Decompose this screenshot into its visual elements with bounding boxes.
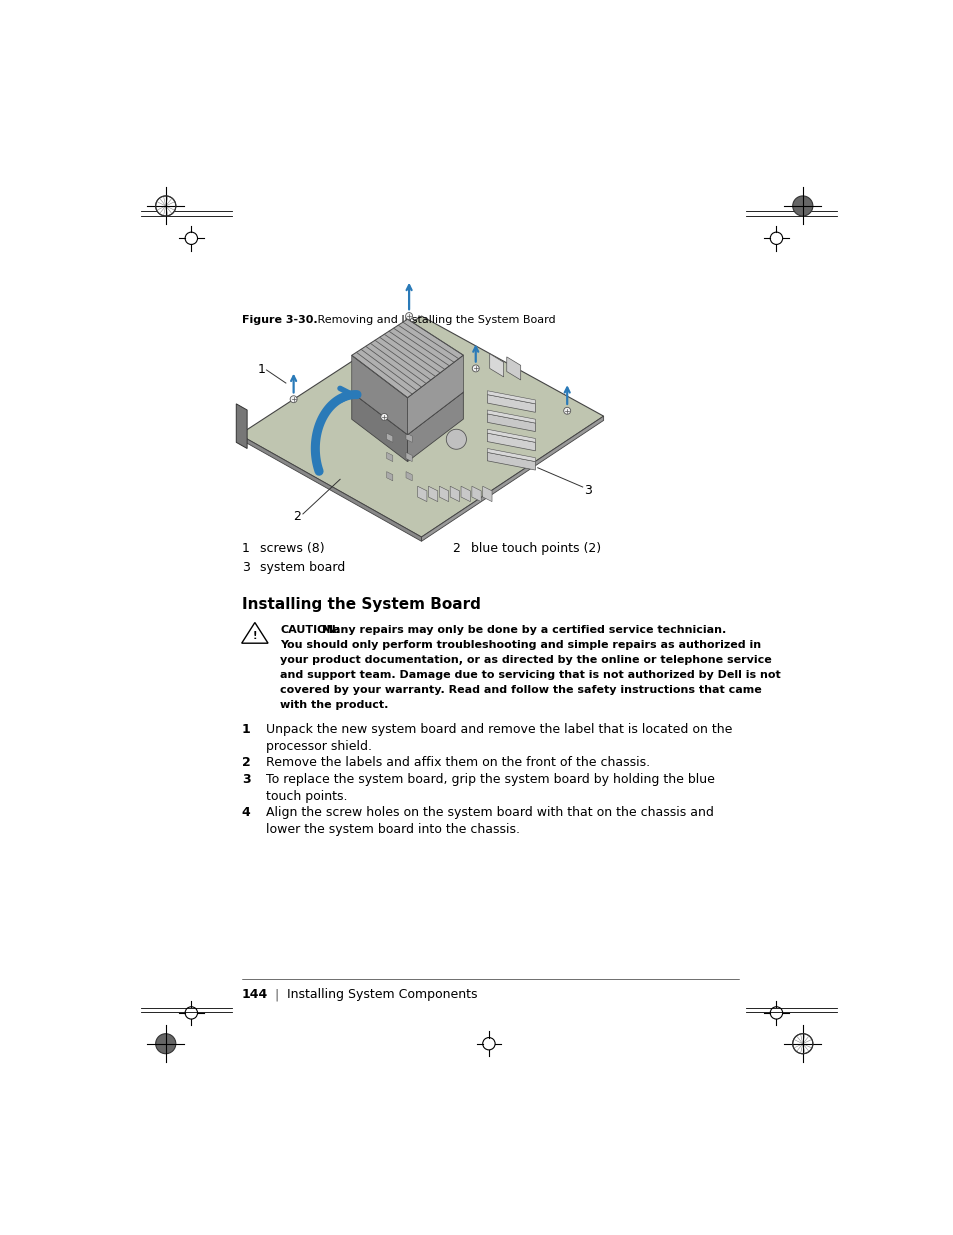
Polygon shape: [386, 452, 393, 462]
Text: Figure 3-30.: Figure 3-30.: [241, 315, 317, 325]
Text: system board: system board: [260, 561, 345, 574]
Polygon shape: [406, 452, 412, 462]
Text: 2: 2: [452, 542, 460, 556]
Polygon shape: [352, 356, 407, 435]
Polygon shape: [487, 410, 535, 424]
Text: 144: 144: [241, 988, 268, 1002]
Circle shape: [472, 366, 478, 372]
Circle shape: [290, 395, 296, 403]
Text: |: |: [274, 988, 278, 1002]
Text: Many repairs may only be done by a certified service technician.: Many repairs may only be done by a certi…: [322, 625, 726, 635]
Text: 1: 1: [241, 542, 250, 556]
Circle shape: [446, 430, 466, 450]
Text: Removing and Installing the System Board: Removing and Installing the System Board: [307, 315, 555, 325]
Polygon shape: [417, 487, 427, 501]
Text: Unpack the new system board and remove the label that is located on the: Unpack the new system board and remove t…: [266, 724, 732, 736]
Polygon shape: [352, 393, 407, 462]
Polygon shape: [489, 353, 503, 377]
Polygon shape: [487, 390, 535, 404]
Text: Installing the System Board: Installing the System Board: [241, 597, 480, 613]
Text: processor shield.: processor shield.: [266, 740, 372, 753]
Text: Installing System Components: Installing System Components: [286, 988, 476, 1002]
Text: 2: 2: [294, 510, 301, 522]
Polygon shape: [487, 395, 535, 412]
Text: touch points.: touch points.: [266, 789, 348, 803]
Circle shape: [563, 408, 570, 414]
Polygon shape: [450, 487, 459, 501]
Text: with the product.: with the product.: [280, 700, 389, 710]
Polygon shape: [239, 316, 603, 537]
Polygon shape: [472, 487, 480, 501]
Text: Align the screw holes on the system board with that on the chassis and: Align the screw holes on the system boar…: [266, 806, 714, 819]
Polygon shape: [487, 452, 535, 471]
Text: CAUTION:: CAUTION:: [280, 625, 340, 635]
Circle shape: [155, 196, 175, 216]
Polygon shape: [239, 435, 421, 541]
Polygon shape: [352, 356, 463, 435]
Circle shape: [380, 414, 387, 420]
Polygon shape: [487, 414, 535, 431]
Text: 2: 2: [241, 757, 251, 769]
Polygon shape: [407, 356, 463, 435]
Text: You should only perform troubleshooting and simple repairs as authorized in: You should only perform troubleshooting …: [280, 640, 760, 650]
Polygon shape: [460, 487, 470, 501]
Text: Remove the labels and affix them on the front of the chassis.: Remove the labels and affix them on the …: [266, 757, 650, 769]
Polygon shape: [386, 433, 393, 442]
Polygon shape: [421, 416, 603, 541]
Text: 3: 3: [241, 773, 250, 785]
Polygon shape: [482, 487, 492, 501]
Circle shape: [792, 1034, 812, 1053]
Polygon shape: [236, 404, 247, 448]
Text: 1: 1: [241, 724, 251, 736]
Circle shape: [792, 196, 812, 216]
Text: blue touch points (2): blue touch points (2): [471, 542, 600, 556]
Polygon shape: [352, 319, 463, 398]
Text: screws (8): screws (8): [260, 542, 325, 556]
Polygon shape: [487, 433, 535, 451]
Polygon shape: [487, 448, 535, 462]
Polygon shape: [439, 487, 448, 501]
Text: 1: 1: [257, 363, 265, 377]
Polygon shape: [487, 430, 535, 442]
Text: 3: 3: [241, 561, 250, 574]
Circle shape: [155, 1034, 175, 1053]
Polygon shape: [386, 472, 393, 480]
Polygon shape: [386, 414, 393, 424]
Polygon shape: [406, 433, 412, 442]
Text: your product documentation, or as directed by the online or telephone service: your product documentation, or as direct…: [280, 655, 771, 664]
Polygon shape: [407, 393, 463, 462]
Text: covered by your warranty. Read and follow the safety instructions that came: covered by your warranty. Read and follo…: [280, 685, 761, 695]
Text: 3: 3: [583, 484, 592, 498]
Text: and support team. Damage due to servicing that is not authorized by Dell is not: and support team. Damage due to servicin…: [280, 669, 781, 680]
Text: 4: 4: [241, 806, 251, 819]
Text: lower the system board into the chassis.: lower the system board into the chassis.: [266, 823, 520, 836]
Text: !: !: [253, 631, 257, 641]
Circle shape: [405, 312, 412, 320]
Polygon shape: [406, 414, 412, 424]
Polygon shape: [406, 472, 412, 480]
Polygon shape: [428, 487, 437, 501]
Text: To replace the system board, grip the system board by holding the blue: To replace the system board, grip the sy…: [266, 773, 715, 785]
Polygon shape: [506, 357, 520, 380]
